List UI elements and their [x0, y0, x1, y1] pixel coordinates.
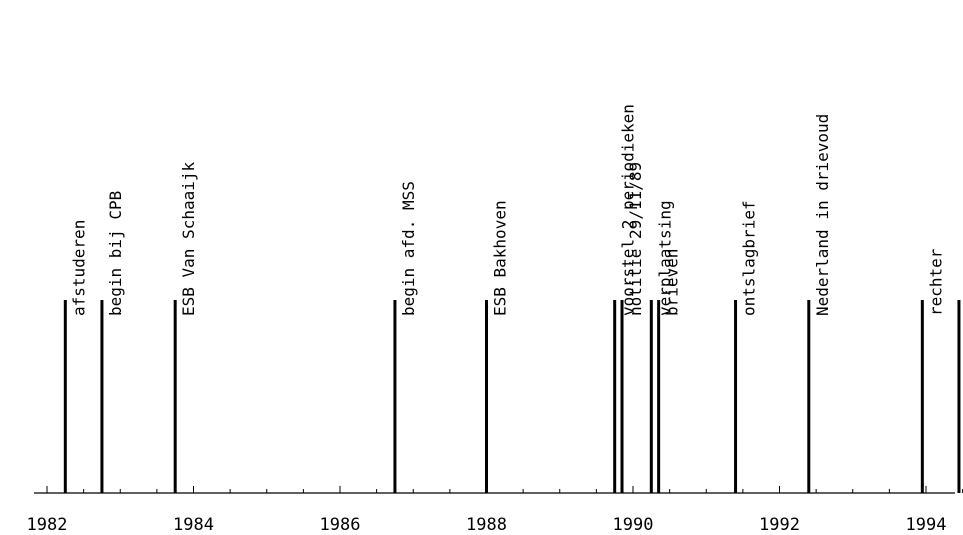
event-label: ESB Bakhoven	[491, 200, 510, 316]
x-axis-tick-labels: 1982 1984 1986 1988 1990 1992 1994	[27, 515, 947, 535]
x-tick-label: 1986	[320, 515, 361, 535]
event-label: rechter	[926, 248, 945, 316]
x-tick-label: 1982	[27, 515, 68, 535]
x-axis-ticks	[46, 486, 963, 493]
event-label: voorstel 2 periodieken	[619, 104, 638, 316]
x-tick-label: 1988	[466, 515, 507, 535]
x-tick-label: 1990	[613, 515, 654, 535]
event-label: begin afd. MSS	[399, 181, 418, 316]
event-lines	[63, 300, 961, 493]
event-label: brieven	[663, 249, 682, 316]
event-label: verplaatsing	[655, 200, 674, 316]
x-tick-label: 1994	[906, 515, 947, 535]
event-label: ESB Van Schaaijk	[179, 162, 198, 316]
event-labels: afstuderen begin bij CPB ESB Van Schaaijk b…	[69, 104, 963, 316]
event-label: afstuderen	[69, 220, 88, 316]
event-label: Nederland in drievoud	[813, 114, 832, 316]
event-label: notitie 29/11/89	[626, 162, 645, 316]
event-label: begin bij CPB	[106, 191, 125, 316]
x-tick-label: 1992	[759, 515, 800, 535]
x-tick-label: 1984	[173, 515, 214, 535]
event-label: ontslagbrief	[740, 200, 759, 316]
